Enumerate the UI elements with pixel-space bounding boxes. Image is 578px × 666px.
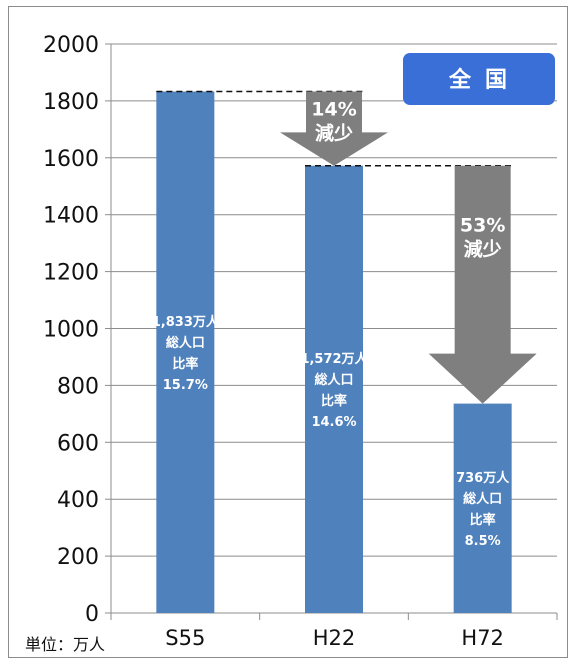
label-layer: S551,833万人総人口比率15.7%H221,572万人総人口比率14.6%… [152, 314, 510, 650]
bar-data-label: 比率 [470, 512, 496, 528]
y-tick-label: 800 [57, 374, 99, 399]
decrease-arrow [280, 91, 388, 166]
x-tick-label: S55 [165, 626, 205, 650]
bar-data-label: 1,572万人 [300, 351, 368, 367]
y-tick-label: 1400 [43, 204, 99, 229]
bar-s55 [156, 91, 215, 614]
bar-data-label: 総人口 [166, 335, 205, 351]
bar-h22 [305, 165, 363, 614]
decrease-arrow [428, 165, 537, 404]
region-badge-box [403, 53, 555, 105]
y-tick-label: 200 [57, 545, 99, 570]
region-badge-text: 全国 [448, 67, 521, 93]
bar-data-label: 8.5% [465, 534, 501, 549]
bar-chart: 0 200 400 600 800 1000 1200 1400 1600 1800 2000 14… [25, 33, 558, 654]
bar-data-label: 1,833万人 [152, 314, 220, 330]
y-tick-label: 400 [57, 488, 99, 513]
bar-data-label: 14.6% [311, 415, 356, 430]
bar-layer [156, 91, 512, 614]
decrease-arrow-label: 減少 [315, 122, 353, 145]
chart-frame: 0 200 400 600 800 1000 1200 1400 1600 1800 2000 14… [8, 6, 568, 658]
y-tick-label: 1800 [43, 90, 99, 115]
y-tick-label: 2000 [43, 33, 99, 58]
bar-data-label: 総人口 [463, 491, 502, 507]
bar-data-label: 比率 [321, 393, 347, 409]
y-tick-label: 1600 [43, 147, 99, 172]
decrease-arrow-label: 53% [460, 215, 505, 237]
unit-label: 単位：万人 [25, 635, 105, 654]
bar-data-label: 総人口 [314, 372, 353, 388]
bar-h72 [453, 403, 512, 613]
y-tick-label: 0 [85, 602, 99, 627]
y-tick-label: 1000 [43, 318, 99, 343]
y-tick-label: 1200 [43, 261, 99, 286]
region-badge: 全国 [403, 53, 555, 105]
axis-layer: 0 200 400 600 800 1000 1200 1400 1600 1800 2000 [43, 33, 558, 627]
decrease-arrow-label: 減少 [464, 238, 502, 261]
bar-data-label: 15.7% [163, 378, 208, 393]
decrease-arrow-label: 14% [311, 99, 356, 121]
x-tick-label: H72 [461, 626, 504, 650]
bar-data-label: 比率 [172, 356, 198, 372]
bar-data-label: 736万人 [456, 470, 510, 486]
y-tick-label: 600 [57, 431, 99, 456]
x-tick-label: H22 [313, 626, 356, 650]
